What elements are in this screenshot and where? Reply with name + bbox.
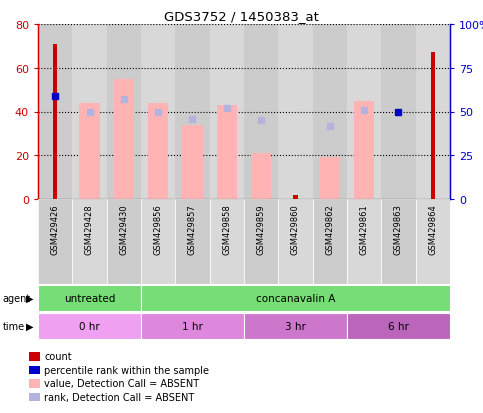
Text: GSM429862: GSM429862 (326, 204, 334, 254)
Bar (38, 286, 141, 311)
Bar (53, 45, 57, 199)
Bar (347, 313, 450, 339)
Bar (72, 199, 107, 284)
Text: ▶: ▶ (26, 321, 33, 331)
Bar (244, 25, 278, 199)
Bar (28, 352, 40, 361)
Bar (244, 313, 347, 339)
Bar (38, 313, 141, 339)
Text: rank, Detection Call = ABSENT: rank, Detection Call = ABSENT (44, 392, 194, 402)
Bar (294, 195, 298, 199)
Text: GSM429864: GSM429864 (428, 204, 437, 254)
Text: value, Detection Call = ABSENT: value, Detection Call = ABSENT (44, 379, 199, 389)
Bar (107, 25, 141, 199)
Bar (38, 199, 72, 284)
Text: GSM429856: GSM429856 (154, 204, 163, 254)
Text: 6 hr: 6 hr (388, 321, 409, 331)
Text: GSM429428: GSM429428 (85, 204, 94, 254)
Bar (175, 199, 210, 284)
Bar (313, 25, 347, 199)
Text: percentile rank within the sample: percentile rank within the sample (44, 365, 209, 375)
Text: 3 hr: 3 hr (285, 321, 306, 331)
Bar (416, 199, 450, 284)
Text: GSM429426: GSM429426 (51, 204, 60, 254)
Text: GSM429863: GSM429863 (394, 204, 403, 254)
Text: 0 hr: 0 hr (79, 321, 100, 331)
Text: GSM429430: GSM429430 (119, 204, 128, 254)
Bar (141, 199, 175, 284)
Bar (278, 25, 313, 199)
Bar (210, 199, 244, 284)
Text: agent: agent (2, 293, 30, 303)
Bar (382, 25, 416, 199)
Text: ▶: ▶ (26, 293, 33, 303)
Bar (278, 199, 313, 284)
Bar (313, 199, 347, 284)
Bar (244, 199, 278, 284)
Bar (141, 286, 450, 311)
Bar (28, 379, 40, 388)
Text: GDS3752 / 1450383_at: GDS3752 / 1450383_at (164, 10, 319, 23)
Bar (354, 101, 374, 199)
Bar (182, 125, 203, 199)
Bar (416, 25, 450, 199)
Bar (216, 106, 237, 199)
Bar (72, 25, 107, 199)
Bar (141, 25, 175, 199)
Text: GSM429860: GSM429860 (291, 204, 300, 254)
Text: GSM429861: GSM429861 (360, 204, 369, 254)
Bar (114, 79, 134, 199)
Bar (148, 104, 169, 199)
Bar (79, 104, 100, 199)
Bar (382, 199, 416, 284)
Bar (38, 25, 72, 199)
Bar (28, 366, 40, 374)
Bar (251, 154, 271, 199)
Bar (28, 393, 40, 401)
Text: concanavalin A: concanavalin A (256, 293, 335, 303)
Bar (210, 25, 244, 199)
Bar (320, 158, 340, 199)
Text: GSM429857: GSM429857 (188, 204, 197, 254)
Bar (175, 25, 210, 199)
Bar (141, 313, 244, 339)
Text: count: count (44, 351, 72, 361)
Text: untreated: untreated (64, 293, 115, 303)
Text: 1 hr: 1 hr (182, 321, 203, 331)
Bar (431, 53, 435, 199)
Text: time: time (2, 321, 25, 331)
Bar (347, 199, 382, 284)
Bar (107, 199, 141, 284)
Bar (347, 25, 382, 199)
Text: GSM429859: GSM429859 (256, 204, 266, 254)
Text: GSM429858: GSM429858 (222, 204, 231, 254)
